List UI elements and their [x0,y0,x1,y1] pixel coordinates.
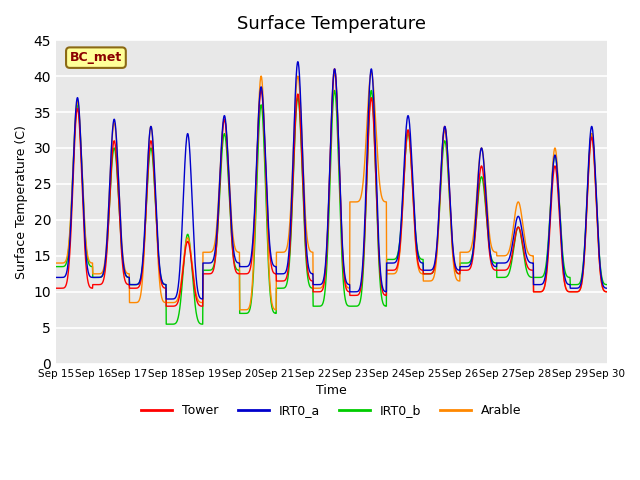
Y-axis label: Surface Temperature (C): Surface Temperature (C) [15,125,28,279]
Title: Surface Temperature: Surface Temperature [237,15,426,33]
X-axis label: Time: Time [316,384,347,397]
Legend: Tower, IRT0_a, IRT0_b, Arable: Tower, IRT0_a, IRT0_b, Arable [136,399,527,422]
Text: BC_met: BC_met [70,51,122,64]
